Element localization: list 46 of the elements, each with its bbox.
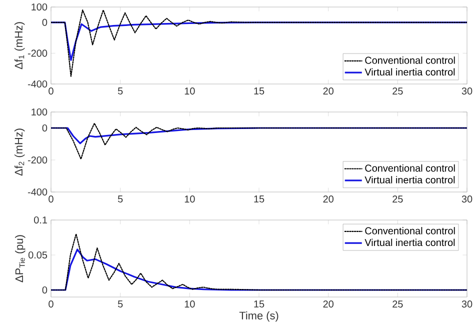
x-tick-label: 30 bbox=[462, 196, 472, 203]
line-series bbox=[51, 127, 468, 144]
x-tick-label: 0 bbox=[48, 88, 54, 95]
x-tick-label: 10 bbox=[184, 88, 195, 95]
y-tick-label: 0.05 bbox=[28, 251, 48, 259]
x-tick-label: 25 bbox=[392, 196, 403, 203]
x-tick-label: 0 bbox=[48, 300, 54, 308]
x-tick-label: 25 bbox=[392, 300, 403, 308]
legend-label: Virtual inertia control bbox=[364, 68, 455, 76]
y-axis-title: ΔP$_{Tie}$ (pu) bbox=[15, 235, 26, 282]
x-tick-label: 30 bbox=[462, 300, 472, 308]
y-tick-label: 100 bbox=[32, 3, 48, 11]
x-axis-title: Time (s) bbox=[239, 311, 278, 322]
y-tick-label: 0 bbox=[42, 18, 48, 26]
line-series bbox=[51, 233, 468, 291]
line-series bbox=[51, 248, 468, 291]
y-tick-label: 0.1 bbox=[34, 216, 47, 224]
y-tick-label: -400 bbox=[28, 80, 48, 88]
x-tick-label: 0 bbox=[48, 196, 54, 203]
y-tick-label: 0 bbox=[42, 286, 48, 294]
legend-label: Conventional control bbox=[365, 164, 455, 172]
legend-label: Virtual inertia control bbox=[364, 176, 455, 184]
y-axis-title: Δf$_{2}$ (mHz) bbox=[14, 128, 25, 176]
y-tick-label: 0 bbox=[42, 124, 48, 132]
x-tick-label: 30 bbox=[462, 88, 472, 95]
x-tick-label: 20 bbox=[323, 300, 334, 308]
legend-label: Conventional control bbox=[365, 56, 455, 64]
x-tick-label: 5 bbox=[118, 300, 123, 308]
x-tick-label: 20 bbox=[323, 88, 334, 95]
x-tick-label: 5 bbox=[118, 196, 123, 202]
y-tick-label: -400 bbox=[28, 188, 48, 196]
y-tick-label: -200 bbox=[28, 156, 48, 164]
x-tick-label: 20 bbox=[323, 196, 334, 203]
x-tick-label: 25 bbox=[392, 88, 403, 95]
legend-label: Virtual inertia control bbox=[364, 238, 455, 246]
legend-label: Conventional control bbox=[365, 227, 455, 234]
x-tick-label: 15 bbox=[254, 196, 264, 202]
x-tick-label: 15 bbox=[254, 300, 264, 308]
y-tick-label: 100 bbox=[32, 108, 48, 116]
x-tick-label: 15 bbox=[254, 88, 264, 94]
y-tick-label: -200 bbox=[28, 50, 48, 57]
y-axis-title: Δf$_{1}$ (mHz) bbox=[14, 22, 25, 70]
x-tick-label: 10 bbox=[184, 300, 195, 308]
x-tick-label: 10 bbox=[184, 196, 195, 203]
x-tick-label: 5 bbox=[118, 88, 123, 94]
line-series bbox=[51, 122, 468, 160]
